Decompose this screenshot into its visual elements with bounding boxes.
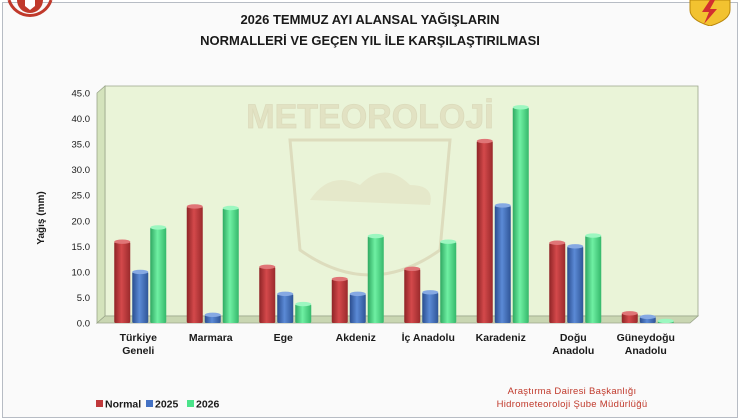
bar-2025	[204, 312, 221, 323]
legend-label-2025: 2025	[155, 399, 179, 411]
bar-2026	[585, 233, 602, 323]
bar-2025	[567, 244, 584, 323]
bar-2025	[422, 290, 439, 323]
bar-2025	[639, 314, 656, 323]
bar-2025	[277, 291, 294, 323]
x-tick-label: Anadolu	[625, 345, 667, 357]
legend-swatch-2026	[187, 400, 194, 407]
x-tick-label: İç Anadolu	[402, 331, 455, 344]
legend-label-normal: Normal	[105, 399, 141, 411]
bar-normal	[621, 311, 638, 323]
legend-label-2026: 2026	[196, 399, 220, 411]
x-tick-label: Ege	[274, 332, 293, 344]
chart-title-line2: NORMALLERİ VE GEÇEN YIL İLE KARŞILAŞTIRI…	[200, 33, 540, 48]
y-tick-label: 45.0	[72, 89, 91, 100]
bar-normal	[259, 264, 276, 323]
chart-title-line1: 2026 TEMMUZ AYI ALANSAL YAĞIŞLARIN	[240, 12, 500, 27]
bar-2026	[512, 105, 529, 323]
y-tick-label: 25.0	[72, 191, 91, 202]
y-tick-label: 15.0	[72, 242, 91, 253]
bar-normal	[404, 266, 421, 323]
legend: Normal 2025 2026	[96, 399, 220, 411]
x-tick-label: Anadolu	[552, 345, 594, 357]
y-tick-label: 20.0	[72, 216, 91, 227]
credit-line2: Hidrometeoroloji Şube Müdürlüğü	[496, 399, 648, 410]
y-tick-label: 40.0	[72, 114, 91, 125]
bar-2026	[367, 233, 384, 323]
meteoroloji-watermark: METEOROLOJİ	[246, 98, 494, 277]
x-tick-label: Geneli	[122, 345, 154, 357]
x-tick-label: Marmara	[189, 332, 233, 344]
bar-normal	[331, 276, 348, 323]
institution-emblem-left	[7, 0, 53, 17]
legend-swatch-normal	[96, 400, 103, 407]
plot-floor	[95, 315, 700, 324]
bar-2026	[440, 239, 457, 323]
bar-normal	[549, 240, 566, 323]
bar-2026	[222, 205, 239, 323]
y-axis-ticks: 0.0 5.0 10.0 15.0 20.0 25.0 30.0 35.0 40.0 45.0	[72, 89, 91, 330]
y-tick-label: 30.0	[72, 165, 91, 176]
y-tick-label: 10.0	[72, 267, 91, 278]
bar-normal	[186, 204, 203, 323]
x-tick-label: Karadeniz	[476, 332, 526, 344]
legend-swatch-2025	[146, 400, 153, 407]
bar-2026	[150, 225, 167, 323]
bar-2025	[132, 269, 149, 323]
bar-normal	[114, 239, 131, 323]
y-tick-label: 0.0	[77, 319, 90, 330]
y-tick-label: 35.0	[72, 140, 91, 151]
credit-line1: Araştırma Dairesi Başkanlığı	[507, 386, 637, 397]
x-tick-label: Türkiye	[120, 332, 158, 344]
y-axis-label: Yağış (mm)	[36, 191, 47, 244]
bar-2025	[349, 291, 366, 323]
x-tick-label: Doğu	[560, 332, 587, 344]
x-tick-label: Akdeniz	[336, 332, 376, 344]
bar-2026	[657, 318, 674, 324]
x-tick-label: Güneydoğu	[617, 332, 675, 344]
bar-normal	[476, 138, 493, 323]
bar-2026	[295, 301, 312, 323]
y-tick-label: 5.0	[77, 293, 90, 304]
plot-side-wall	[96, 85, 106, 324]
bars-group	[114, 105, 674, 324]
watermark-text: METEOROLOJİ	[246, 98, 493, 136]
meteorology-logo-right	[689, 0, 731, 26]
bar-2025	[494, 203, 511, 323]
